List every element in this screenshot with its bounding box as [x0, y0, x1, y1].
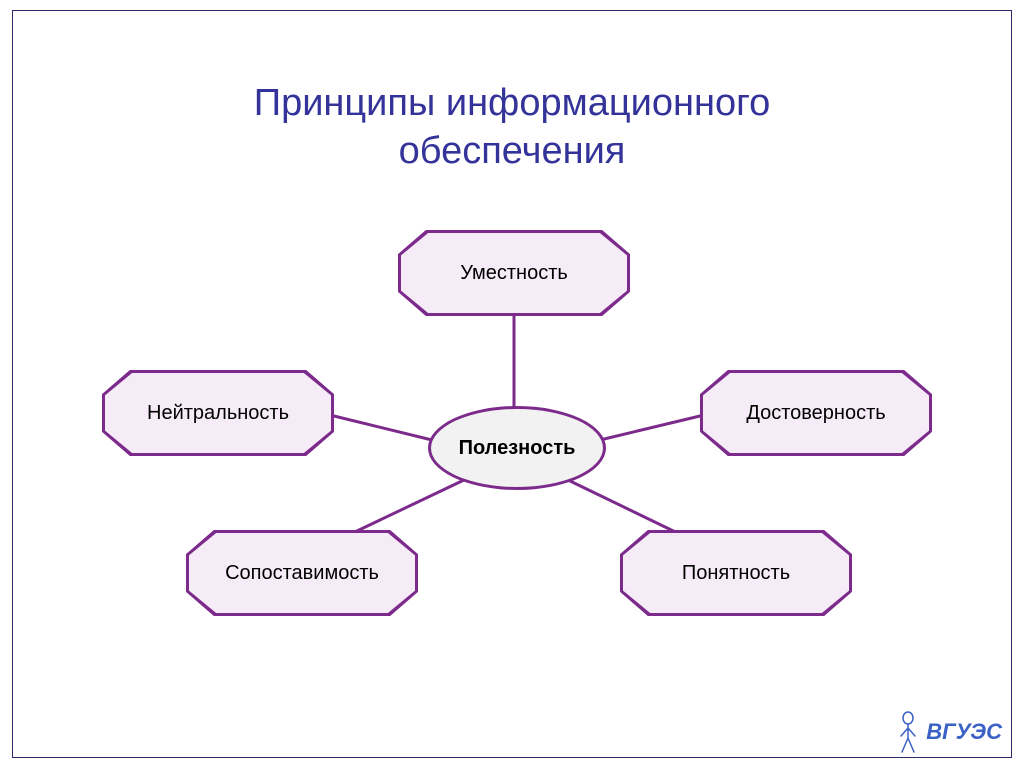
node-bleft-wrap: Сопоставимость — [186, 530, 418, 616]
node-bright-label: Понятность — [682, 562, 790, 585]
edge-left — [334, 416, 432, 440]
node-top: Уместность — [401, 233, 627, 313]
logo-text: ВГУЭС — [926, 719, 1002, 745]
center-node-label: Полезность — [459, 437, 576, 460]
node-right-wrap: Достоверность — [700, 370, 932, 456]
node-right: Достоверность — [703, 373, 929, 453]
node-bleft: Сопоставимость — [189, 533, 415, 613]
center-node: Полезность — [428, 406, 606, 490]
node-left: Нейтральность — [105, 373, 331, 453]
node-bright-wrap: Понятность — [620, 530, 852, 616]
node-left-label: Нейтральность — [147, 402, 289, 425]
node-bleft-label: Сопоставимость — [225, 562, 379, 585]
edge-right — [600, 416, 700, 440]
logo-icon — [896, 710, 920, 754]
node-top-wrap: Уместность — [398, 230, 630, 316]
node-left-wrap: Нейтральность — [102, 370, 334, 456]
node-bright: Понятность — [623, 533, 849, 613]
node-top-label: Уместность — [460, 262, 568, 285]
logo: ВГУЭС — [896, 710, 1002, 754]
diagram-canvas: Полезность Уместность Нейтральность Дост… — [0, 0, 1024, 768]
node-right-label: Достоверность — [746, 402, 885, 425]
